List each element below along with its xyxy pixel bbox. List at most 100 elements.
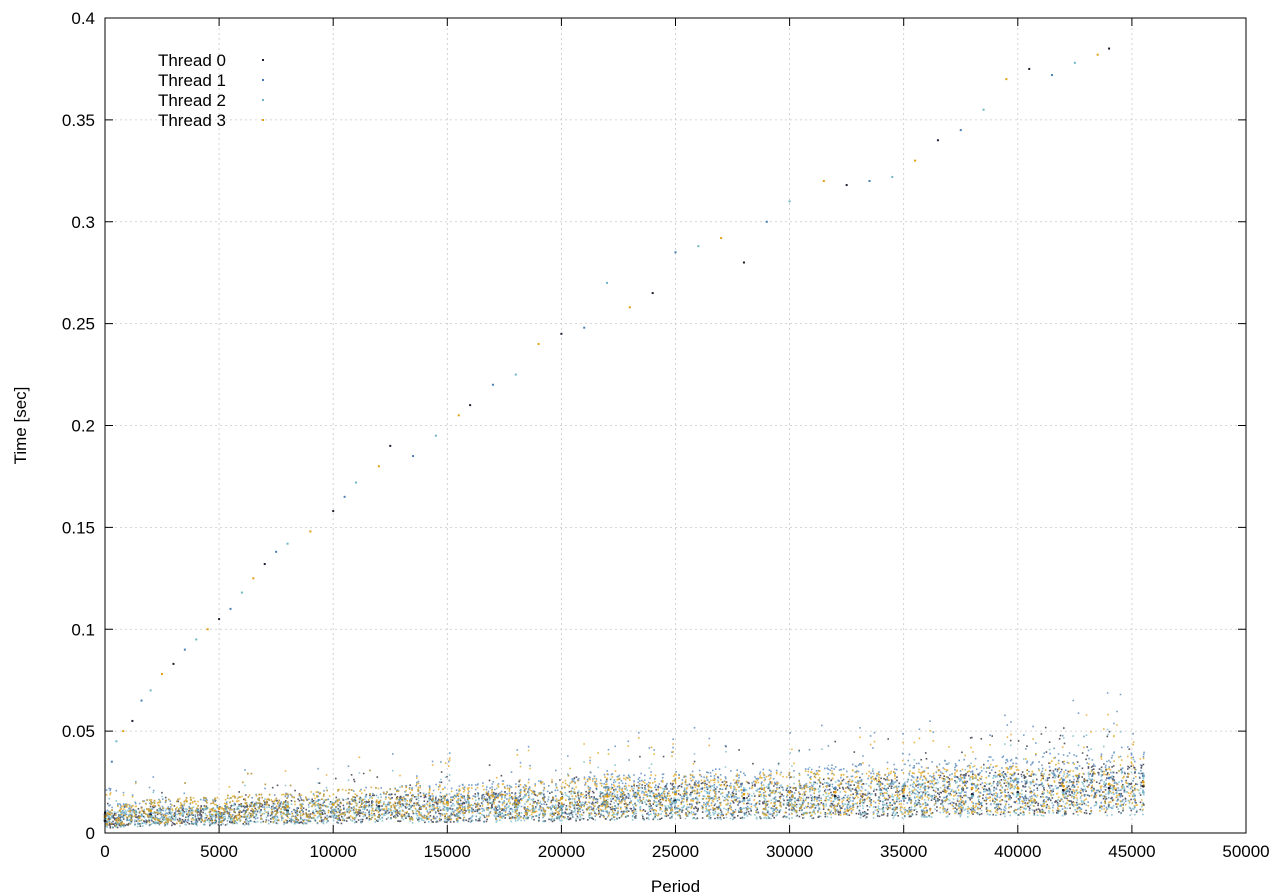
outlier-point	[822, 180, 825, 182]
data-point	[902, 796, 906, 800]
outlier-point	[697, 245, 700, 248]
data-point	[1062, 784, 1065, 788]
data-points	[103, 47, 1145, 829]
outlier-point	[1005, 78, 1008, 81]
outlier-point	[1096, 53, 1099, 56]
outlier-point	[240, 591, 243, 594]
data-point	[742, 799, 746, 802]
outlier-point	[936, 139, 939, 142]
outlier-point	[765, 220, 768, 223]
data-point	[217, 807, 221, 810]
y-tick-label: 0.4	[71, 9, 95, 28]
outlier-point	[263, 563, 266, 566]
data-point	[970, 794, 974, 798]
outlier-point	[491, 383, 494, 386]
outlier-point	[845, 184, 848, 187]
outlier-point	[457, 414, 460, 417]
data-point	[833, 796, 837, 800]
data-point	[742, 792, 746, 796]
outlier-point	[891, 175, 894, 178]
legend-label: Thread 2	[158, 91, 226, 110]
outlier-points	[104, 47, 1111, 814]
outlier-point	[628, 306, 631, 309]
series-2-band	[105, 728, 1145, 828]
x-tick-label: 40000	[994, 842, 1041, 861]
y-tick-label: 0.2	[71, 417, 95, 436]
outlier-point	[868, 180, 871, 182]
outlier-point	[1028, 67, 1031, 70]
data-point	[833, 790, 837, 794]
x-tick-label: 25000	[652, 842, 699, 861]
data-point	[1016, 792, 1020, 796]
outlier-point	[537, 343, 540, 345]
data-point	[788, 799, 791, 802]
outlier-point	[560, 332, 563, 335]
y-tick-label: 0.35	[62, 111, 95, 130]
outlier-point	[161, 673, 164, 676]
x-tick-label: 30000	[766, 842, 813, 861]
outlier-point	[140, 699, 143, 702]
outlier-point	[252, 577, 255, 580]
outlier-point	[742, 261, 745, 264]
data-point	[1107, 776, 1111, 780]
grid-lines	[105, 18, 1246, 833]
legend-label: Thread 1	[158, 71, 226, 90]
outlier-point	[720, 237, 723, 240]
outlier-point	[982, 108, 985, 111]
data-point	[560, 796, 563, 800]
outlier-point	[1051, 74, 1054, 77]
data-point	[788, 790, 791, 794]
legend-marker	[262, 79, 264, 81]
series-0-band	[105, 726, 1145, 829]
data-point	[1107, 782, 1111, 786]
outlier-point	[606, 281, 609, 284]
outlier-point	[195, 638, 198, 641]
data-point	[560, 805, 563, 808]
data-point	[674, 792, 677, 796]
y-tick-label: 0.15	[62, 518, 95, 537]
data-point	[445, 801, 449, 804]
outlier-point	[110, 760, 113, 763]
data-point	[377, 801, 381, 804]
x-tick-label: 0	[100, 842, 109, 861]
data-point	[902, 788, 906, 792]
y-tick-label: 0	[86, 824, 95, 843]
legend-label: Thread 0	[158, 51, 226, 70]
outlier-point	[131, 719, 134, 722]
outlier-point	[651, 292, 654, 295]
outlier-point	[1108, 47, 1111, 50]
outlier-point	[389, 444, 392, 447]
outlier-point	[674, 251, 677, 254]
outlier-point	[788, 200, 791, 203]
x-tick-label: 15000	[424, 842, 471, 861]
series-2-points	[103, 728, 1145, 828]
data-point	[1016, 780, 1020, 784]
data-point	[1016, 790, 1020, 794]
outlier-point	[286, 542, 289, 545]
outlier-point	[412, 455, 415, 458]
outlier-point	[959, 129, 962, 132]
outlier-point	[149, 689, 152, 692]
legend-marker	[262, 119, 264, 121]
data-point	[445, 807, 449, 810]
series-3-band	[105, 713, 1145, 827]
outlier-point	[183, 648, 186, 651]
outlier-point	[275, 550, 278, 553]
outlier-point	[514, 373, 517, 376]
data-point	[1062, 788, 1065, 792]
outlier-point	[355, 481, 358, 484]
outlier-point	[1073, 61, 1076, 64]
y-tick-label: 0.3	[71, 213, 95, 232]
legend-marker	[262, 59, 264, 61]
series-3-points	[103, 713, 1145, 827]
data-point	[149, 809, 153, 812]
data-point	[674, 801, 677, 804]
outlier-point	[218, 618, 221, 621]
y-tick-label: 0.25	[62, 315, 95, 334]
y-axis-title: Time [sec]	[11, 387, 30, 465]
outlier-point	[332, 510, 335, 513]
outlier-point	[206, 628, 209, 631]
x-tick-label: 35000	[880, 842, 927, 861]
outlier-point	[343, 495, 346, 498]
